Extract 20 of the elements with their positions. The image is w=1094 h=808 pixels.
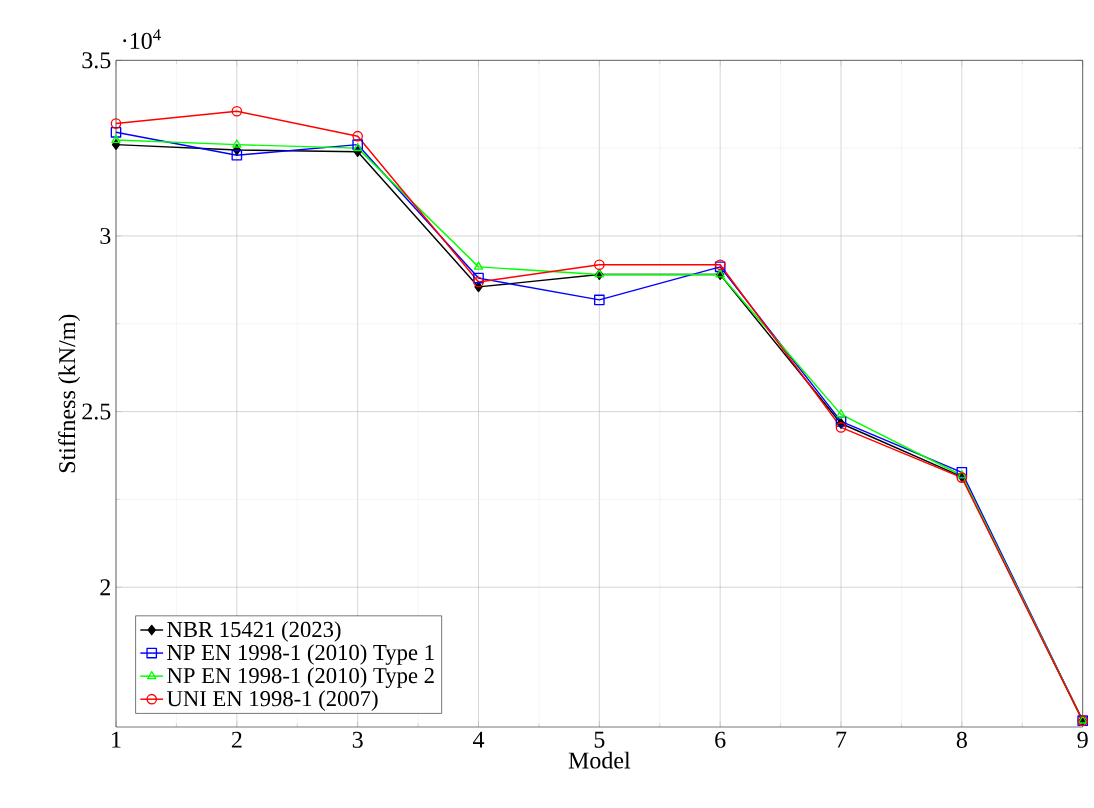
legend-label: NP EN 1998-1 (2010) Type 1 — [167, 644, 434, 665]
x-tick-label: 5 — [594, 731, 605, 748]
y-tick-label: 3 — [100, 227, 111, 245]
x-tick-label: 9 — [1077, 731, 1088, 748]
legend-label: UNI EN 1998-1 (2007) — [166, 690, 378, 711]
x-tick-label: 2 — [231, 731, 242, 748]
legend-label: NBR 15421 (2023) — [167, 621, 341, 642]
y-tick-label: 2.5 — [82, 403, 111, 420]
text: ·10$^{4}$ — [123, 29, 161, 49]
y-axis-title: Stiffness (kN/m) — [58, 314, 81, 473]
x-tick-label: 8 — [956, 731, 967, 748]
x-axis-title: Model — [568, 751, 631, 769]
x-tick-label: 3 — [352, 731, 363, 748]
x-tick-label: 6 — [715, 731, 726, 748]
x-tick-label: 7 — [836, 731, 847, 748]
y-tick-label: 3.5 — [82, 52, 111, 69]
x-tick-label: 1 — [112, 731, 121, 748]
y-tick-label: 2 — [100, 579, 110, 596]
legend-label: NP EN 1998-1 (2010) Type 2 — [167, 667, 434, 688]
x-tick-label: 4 — [472, 731, 485, 748]
